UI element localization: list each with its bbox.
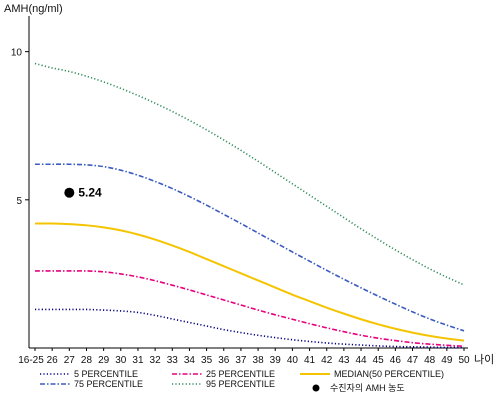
series-line-75-percentile [34, 163, 465, 332]
y-axis-label: AMH(ng/ml) [4, 3, 63, 15]
x-tick-label: 48 [424, 355, 436, 366]
series-line-median-50-percentile [34, 222, 465, 342]
x-tick-label: 36 [218, 355, 230, 366]
x-tick-label: 45 [373, 355, 385, 366]
x-tick-label: 34 [184, 355, 196, 366]
x-tick-label: 44 [355, 355, 367, 366]
x-tick-label: 40 [287, 355, 299, 366]
legend: 5 PERCENTILE 25 PERCENTILE MEDIAN(50 PERCE… [40, 369, 444, 393]
legend-label-25-percentile: 25 PERCENTILE [206, 369, 275, 379]
legend-label-5-percentile: 5 PERCENTILE [74, 369, 138, 379]
x-tick-label: 35 [201, 355, 213, 366]
x-tick-label: 47 [407, 355, 419, 366]
legend-label-median-50-percentile: MEDIAN(50 PERCENTILE) [334, 369, 444, 379]
x-tick-label: 29 [98, 355, 110, 366]
x-tick-label: 26 [47, 355, 59, 366]
x-tick-label: 38 [253, 355, 265, 366]
legend-label-75-percentile: 75 PERCENTILE [74, 379, 143, 389]
x-tick-label: 46 [390, 355, 402, 366]
x-tick-label: 30 [115, 355, 127, 366]
x-tick-label: 39 [270, 355, 282, 366]
x-tick-label: 28 [81, 355, 93, 366]
x-axis-label: 나이 [474, 353, 494, 366]
x-tick-label: 42 [321, 355, 333, 366]
x-tick-label: 41 [304, 355, 316, 366]
x-tick-label: 27 [64, 355, 76, 366]
y-tick-label: 10 [11, 48, 23, 59]
x-tick-label: 32 [150, 355, 162, 366]
x-tick-label: 49 [441, 355, 453, 366]
x-tick-label: 31 [132, 355, 144, 366]
patient-amh-point [64, 187, 75, 198]
legend-label-95-percentile: 95 PERCENTILE [206, 379, 275, 389]
plot-area: AMH(ng/ml) 5 10 16-25 26 27 28 29 30 31 32 33 34 35 36… [4, 3, 494, 366]
series-line-25-percentile [34, 270, 465, 348]
legend-label-patient: 수진자의 AMH 농도 [330, 383, 405, 393]
y-tick-label: 5 [16, 196, 22, 207]
legend-marker-patient [312, 384, 320, 392]
x-tick-label: 50 [458, 355, 470, 366]
x-tick-label: 37 [235, 355, 247, 366]
series-line-5-percentile [34, 308, 465, 349]
x-tick-label: 33 [167, 355, 179, 366]
series-line-95-percentile [34, 62, 465, 286]
patient-amh-value: 5.24 [78, 186, 102, 200]
x-tick-label: 43 [338, 355, 350, 366]
x-tick-label: 16-25 [18, 355, 44, 366]
